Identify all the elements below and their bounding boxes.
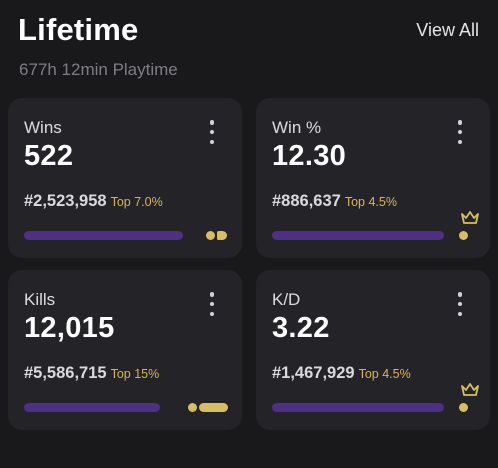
view-all-button[interactable]: View All	[416, 20, 479, 40]
top-percent: Top 4.5%	[344, 195, 397, 209]
progress-fill	[272, 403, 444, 412]
indicator-dot	[206, 231, 215, 240]
rank-indicator	[459, 403, 469, 412]
stat-card-win-percent[interactable]: Win % 12.30 #886,637 Top 4.5%	[256, 98, 490, 258]
kebab-menu-icon[interactable]	[208, 120, 216, 144]
stat-value: 12,015	[24, 312, 115, 344]
stat-value: 522	[24, 140, 74, 172]
lifetime-header: Lifetime View All 677h 12min Playtime	[0, 0, 498, 90]
stat-label: Wins	[24, 118, 62, 137]
progress-fill	[272, 231, 444, 240]
rank-number: #5,586,715	[24, 364, 107, 382]
stats-grid: Wins 522 #2,523,958 Top 7.0% Win % 12.30 …	[8, 98, 490, 430]
stat-label: Win %	[272, 118, 322, 137]
stat-card-kd[interactable]: K/D 3.22 #1,467,929 Top 4.5%	[256, 270, 490, 430]
kebab-menu-icon[interactable]	[208, 292, 216, 316]
kebab-menu-icon[interactable]	[456, 292, 464, 316]
stat-rank: #5,586,715 Top 15%	[24, 364, 159, 383]
progress-fill	[24, 231, 184, 240]
rank-indicator	[459, 231, 469, 240]
indicator-dot	[459, 231, 468, 240]
progress-bar	[24, 403, 184, 412]
kebab-menu-icon[interactable]	[456, 120, 464, 144]
crown-icon	[461, 383, 479, 396]
rank-indicator	[206, 231, 228, 240]
indicator-pill	[199, 403, 228, 412]
rank-number: #2,523,958	[24, 192, 107, 210]
stat-label: Kills	[24, 290, 56, 309]
stat-rank: #886,637 Top 4.5%	[272, 192, 397, 211]
stat-label: K/D	[272, 290, 301, 309]
progress-bar	[24, 231, 201, 240]
stat-value: 12.30	[272, 140, 347, 172]
top-percent: Top 4.5%	[358, 367, 411, 381]
indicator-dot	[188, 403, 197, 412]
progress-bar	[272, 231, 453, 240]
stat-value: 3.22	[272, 312, 330, 344]
crown-icon	[461, 211, 479, 224]
top-percent: Top 7.0%	[110, 195, 163, 209]
playtime-text: 677h 12min Playtime	[19, 60, 178, 79]
top-percent: Top 15%	[110, 367, 160, 381]
stat-rank: #1,467,929 Top 4.5%	[272, 364, 411, 383]
stat-rank: #2,523,958 Top 7.0%	[24, 192, 163, 211]
rank-indicator	[188, 403, 228, 412]
stat-card-wins[interactable]: Wins 522 #2,523,958 Top 7.0%	[8, 98, 242, 258]
progress-bar	[272, 403, 453, 412]
page-title: Lifetime	[18, 12, 139, 47]
indicator-dot	[217, 231, 227, 240]
rank-number: #886,637	[272, 192, 341, 210]
stat-card-kills[interactable]: Kills 12,015 #5,586,715 Top 15%	[8, 270, 242, 430]
indicator-dot	[459, 403, 468, 412]
progress-fill	[24, 403, 160, 412]
rank-number: #1,467,929	[272, 364, 355, 382]
